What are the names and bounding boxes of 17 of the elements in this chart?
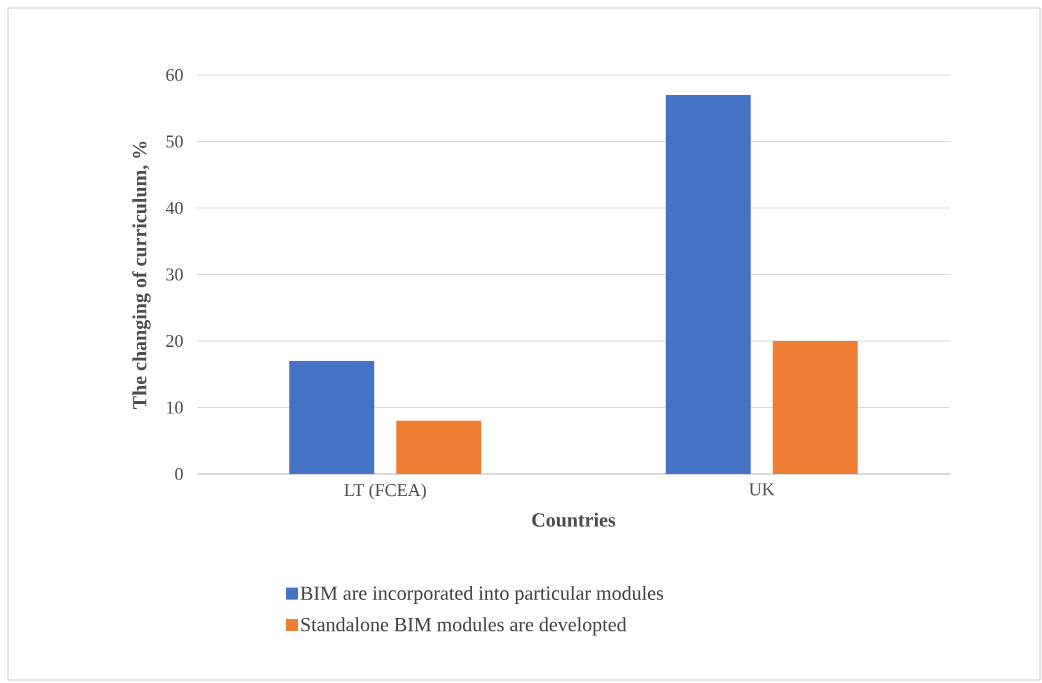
bar xyxy=(396,420,482,474)
x-tick-label: LT (FCEA) xyxy=(344,483,426,500)
y-tick-label: 50 xyxy=(166,135,183,148)
legend-label: BIM are incorporated into particular modules xyxy=(300,585,664,605)
bar xyxy=(772,341,858,474)
y-tick-label: 20 xyxy=(166,334,183,348)
y-tick-label: 10 xyxy=(167,401,183,414)
y-tick-label: 40 xyxy=(165,201,183,215)
x-tick-label: UK xyxy=(749,483,775,496)
legend-label: Standalone BIM modules are developted xyxy=(301,617,627,636)
bar xyxy=(289,360,375,474)
y-tick-label: 30 xyxy=(166,268,183,281)
x-axis-title: Countries xyxy=(532,512,616,527)
y-tick-label: 0 xyxy=(175,467,183,481)
bar xyxy=(665,94,751,474)
y-axis-title: The changing of curriculum, % xyxy=(132,141,151,409)
y-tick-label: 60 xyxy=(166,68,183,82)
